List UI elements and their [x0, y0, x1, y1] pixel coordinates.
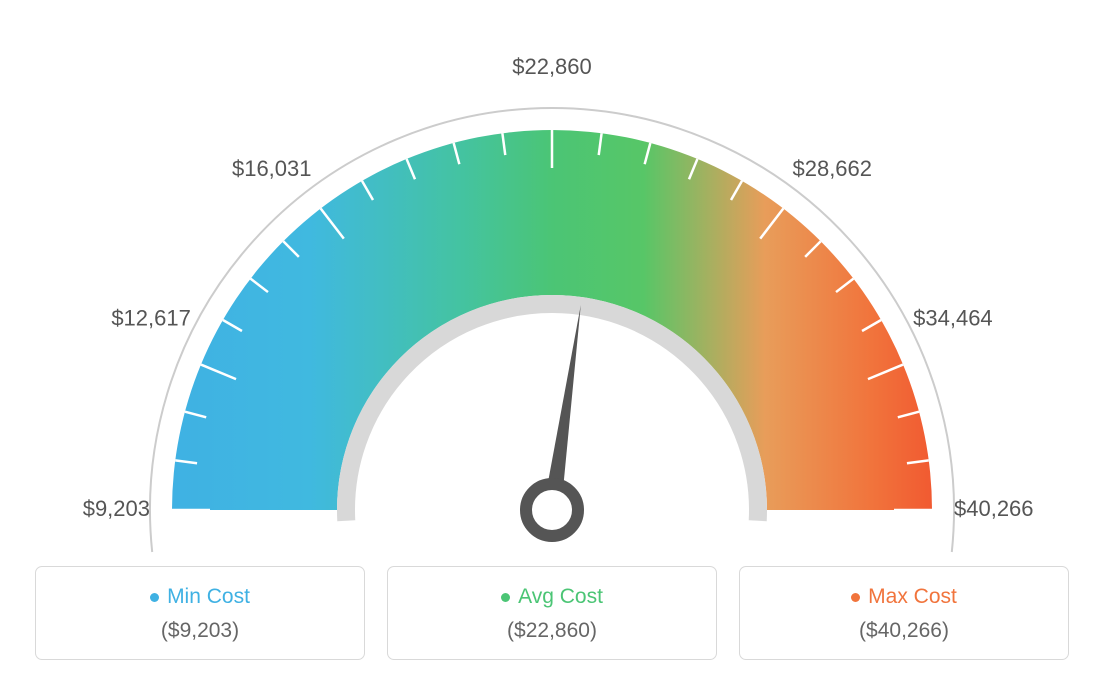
dot-icon — [150, 593, 159, 602]
legend-label-text: Avg Cost — [518, 585, 603, 609]
svg-text:$22,860: $22,860 — [512, 54, 592, 79]
gauge-svg: $9,203 $12,617 $16,031 $22,860 $28,662 $34,46… — [0, 0, 1104, 560]
legend-card-avg: Avg Cost ($22,860) — [387, 566, 717, 660]
legend-card-max: Max Cost ($40,266) — [739, 566, 1069, 660]
svg-text:$28,662: $28,662 — [792, 156, 872, 181]
legend-value-max: ($40,266) — [750, 619, 1058, 643]
legend-value-min: ($9,203) — [46, 619, 354, 643]
svg-text:$34,464: $34,464 — [913, 306, 993, 331]
legend-label-max: Max Cost — [851, 585, 957, 609]
svg-text:$40,266: $40,266 — [954, 496, 1034, 521]
svg-text:$9,203: $9,203 — [83, 496, 150, 521]
dot-icon — [501, 593, 510, 602]
svg-text:$16,031: $16,031 — [232, 156, 312, 181]
legend-label-avg: Avg Cost — [501, 585, 603, 609]
legend-label-text: Min Cost — [167, 585, 250, 609]
dot-icon — [851, 593, 860, 602]
legend-row: Min Cost ($9,203) Avg Cost ($22,860) Max… — [0, 566, 1104, 660]
legend-label-text: Max Cost — [868, 585, 957, 609]
cost-gauge-chart: $9,203 $12,617 $16,031 $22,860 $28,662 $34,46… — [0, 0, 1104, 560]
legend-value-avg: ($22,860) — [398, 619, 706, 643]
legend-label-min: Min Cost — [150, 585, 250, 609]
svg-text:$12,617: $12,617 — [111, 306, 191, 331]
legend-card-min: Min Cost ($9,203) — [35, 566, 365, 660]
